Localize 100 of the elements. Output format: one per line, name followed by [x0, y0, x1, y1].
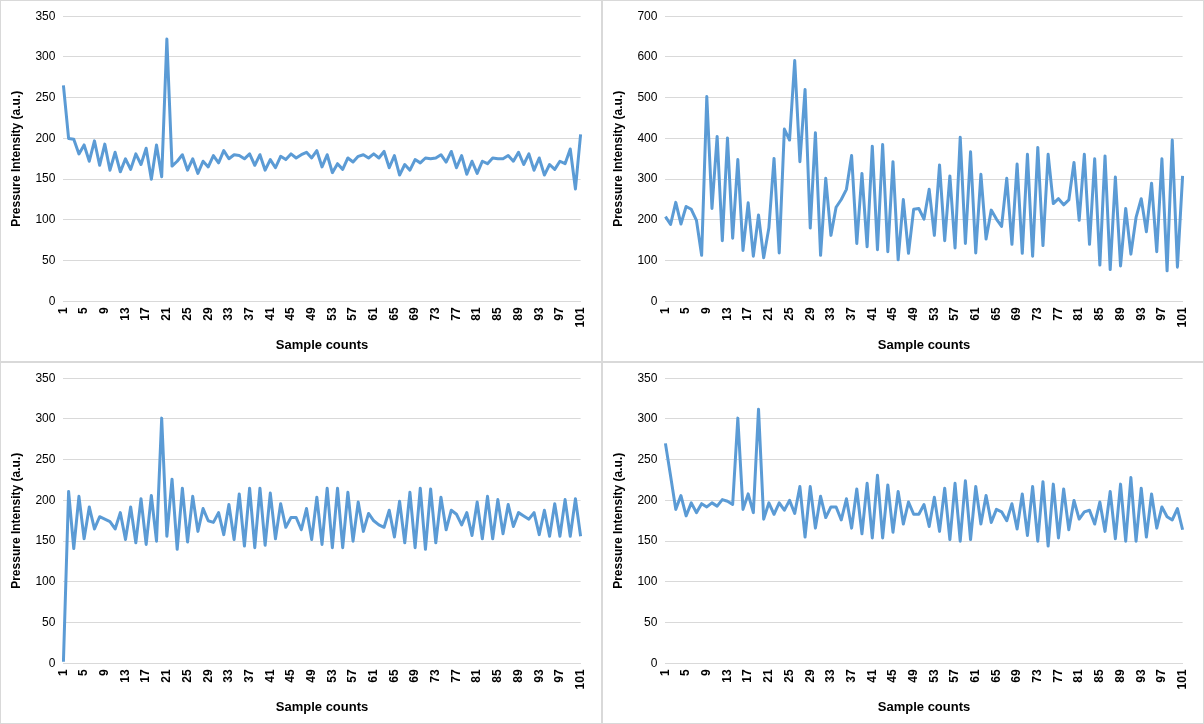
y-tick-label: 150 [637, 533, 658, 548]
x-tick-label: 77 [1050, 307, 1065, 321]
x-tick-label: 101 [572, 669, 587, 690]
x-tick-label: 41 [262, 669, 277, 683]
x-axis-title: Sample counts [877, 336, 971, 352]
x-tick-label: 9 [699, 669, 714, 677]
x-tick-label: 77 [1050, 669, 1065, 683]
x-tick-label: 37 [843, 307, 858, 321]
x-tick-label: 89 [1112, 307, 1127, 321]
x-tick-label: 97 [1154, 307, 1169, 321]
x-tick-label: 101 [572, 307, 587, 328]
x-tick-label: 73 [1030, 669, 1045, 683]
x-tick-label: 45 [283, 307, 298, 321]
y-tick-label: 400 [637, 130, 658, 145]
y-tick-label: 100 [637, 252, 658, 267]
y-axis-title: Pressure Intensity (a.u.) [610, 452, 625, 589]
x-tick-label: 41 [864, 669, 879, 683]
x-tick-label: 25 [179, 669, 194, 683]
x-tick-label: 37 [241, 307, 256, 321]
x-tick-label: 13 [117, 669, 132, 683]
x-tick-label: 65 [386, 307, 401, 321]
x-tick-label: 61 [968, 307, 983, 321]
y-tick-label: 50 [42, 252, 56, 267]
y-axis-title: Pressure Intensity (a.u.) [8, 90, 23, 227]
x-tick-label: 69 [1009, 669, 1024, 683]
x-tick-label: 57 [345, 669, 360, 683]
x-tick-label: 69 [407, 307, 422, 321]
x-tick-label: 25 [781, 307, 796, 321]
x-tick-label: 1 [55, 307, 70, 315]
x-tick-label: 17 [138, 307, 153, 321]
x-tick-label: 5 [678, 307, 693, 315]
x-tick-label: 97 [552, 307, 567, 321]
x-tick-label: 25 [781, 669, 796, 683]
x-tick-label: 37 [241, 669, 256, 683]
y-tick-label: 300 [35, 49, 56, 64]
x-tick-label: 61 [366, 669, 381, 683]
y-tick-label: 350 [637, 370, 658, 385]
y-tick-label: 0 [650, 655, 658, 670]
x-tick-label: 93 [1133, 307, 1148, 321]
x-tick-label: 21 [761, 669, 776, 683]
x-tick-label: 85 [490, 307, 505, 321]
x-tick-label: 29 [802, 669, 817, 683]
y-tick-label: 100 [35, 574, 56, 589]
x-tick-label: 29 [200, 669, 215, 683]
y-tick-label: 150 [35, 533, 56, 548]
x-tick-label: 25 [179, 307, 194, 321]
x-tick-label: 33 [823, 669, 838, 683]
x-tick-label: 57 [947, 669, 962, 683]
x-tick-label: 61 [968, 669, 983, 683]
y-tick-label: 300 [35, 411, 56, 426]
x-tick-label: 29 [200, 307, 215, 321]
y-tick-label: 100 [35, 212, 56, 227]
x-tick-label: 1 [657, 307, 672, 315]
y-axis-title: Pressure Intensity (a.u.) [610, 90, 625, 227]
y-tick-label: 300 [637, 411, 658, 426]
x-tick-label: 65 [988, 307, 1003, 321]
x-tick-label: 33 [823, 307, 838, 321]
x-tick-label: 65 [988, 669, 1003, 683]
x-tick-label: 33 [221, 669, 236, 683]
x-tick-label: 5 [678, 669, 693, 677]
x-tick-label: 57 [947, 307, 962, 321]
y-tick-label: 500 [637, 89, 658, 104]
x-tick-label: 1 [657, 669, 672, 677]
x-tick-label: 17 [138, 669, 153, 683]
x-tick-label: 13 [719, 307, 734, 321]
x-tick-label: 21 [761, 307, 776, 321]
x-tick-label: 33 [221, 307, 236, 321]
x-tick-label: 45 [885, 307, 900, 321]
x-tick-label: 57 [345, 307, 360, 321]
x-tick-label: 73 [428, 669, 443, 683]
x-tick-label: 81 [469, 307, 484, 321]
y-tick-label: 150 [35, 171, 56, 186]
x-tick-label: 17 [740, 307, 755, 321]
x-tick-label: 69 [407, 669, 422, 683]
y-tick-label: 0 [650, 293, 658, 308]
x-tick-label: 61 [366, 307, 381, 321]
x-tick-label: 93 [531, 307, 546, 321]
x-tick-label: 1 [55, 669, 70, 677]
x-tick-label: 77 [448, 669, 463, 683]
x-tick-label: 49 [303, 307, 318, 321]
x-tick-label: 29 [802, 307, 817, 321]
x-tick-label: 13 [719, 669, 734, 683]
y-tick-label: 600 [637, 49, 658, 64]
x-tick-label: 65 [386, 669, 401, 683]
x-tick-label: 21 [159, 307, 174, 321]
x-axis-title: Sample counts [275, 336, 369, 352]
x-tick-label: 77 [448, 307, 463, 321]
y-tick-label: 0 [48, 655, 56, 670]
y-tick-label: 350 [35, 8, 56, 23]
y-tick-label: 300 [637, 171, 658, 186]
x-tick-label: 69 [1009, 307, 1024, 321]
x-tick-label: 101 [1174, 669, 1189, 690]
x-tick-label: 9 [699, 307, 714, 315]
x-tick-label: 81 [1071, 669, 1086, 683]
y-tick-label: 250 [637, 451, 658, 466]
x-tick-label: 85 [1092, 307, 1107, 321]
x-tick-label: 9 [97, 307, 112, 315]
x-tick-label: 41 [864, 307, 879, 321]
x-tick-label: 97 [552, 669, 567, 683]
y-tick-label: 50 [644, 614, 658, 629]
